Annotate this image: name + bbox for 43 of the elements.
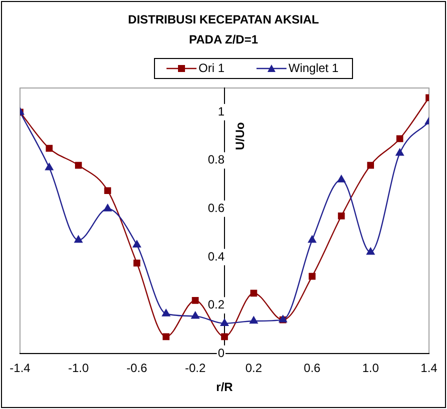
y-tick-label: 0.6 (208, 201, 225, 216)
y-tick-label: 0.2 (208, 298, 225, 312)
legend-label: Winglet 1 (288, 60, 339, 75)
point (46, 144, 53, 152)
point (162, 309, 170, 316)
point (133, 260, 140, 266)
point (75, 162, 82, 169)
point (366, 248, 375, 255)
point (367, 162, 374, 169)
point (396, 135, 404, 142)
point (191, 312, 200, 319)
point (104, 187, 112, 194)
x-tick-label: -0.2 (184, 361, 206, 376)
y-tick-label: 1 (218, 104, 225, 118)
x-tick-label: 0.6 (304, 361, 321, 376)
point (337, 175, 346, 182)
point (45, 163, 54, 170)
x-tick-label: -0.6 (126, 361, 148, 376)
point (308, 272, 316, 280)
y-axis-title: U/Uo (232, 122, 247, 150)
point (132, 240, 141, 248)
point (220, 318, 229, 326)
y-tick-label: 0 (218, 346, 225, 360)
chart-title: DISTRIBUSI KECEPATAN AKSIAL PADA Z/D=1 (128, 12, 319, 46)
x-tick-label: 1.4 (420, 361, 438, 376)
x-tick-label: 0.2 (245, 361, 262, 376)
point (308, 236, 316, 243)
point (338, 212, 345, 220)
x-tick-label: -1.4 (10, 361, 31, 376)
point (250, 316, 258, 324)
point (162, 333, 170, 340)
point (74, 236, 82, 243)
point (104, 204, 112, 212)
x-tick-label: 1.0 (362, 361, 380, 376)
point (250, 290, 258, 297)
x-axis-title: r/R (216, 380, 234, 394)
point (396, 148, 404, 156)
y-tick-label: 0.8 (208, 152, 225, 167)
legend-label: Ori 1 (198, 60, 225, 75)
point (221, 333, 228, 340)
point (192, 297, 199, 304)
x-tick-label: -1.0 (68, 361, 90, 376)
y-tick-label: 0.4 (208, 249, 225, 264)
